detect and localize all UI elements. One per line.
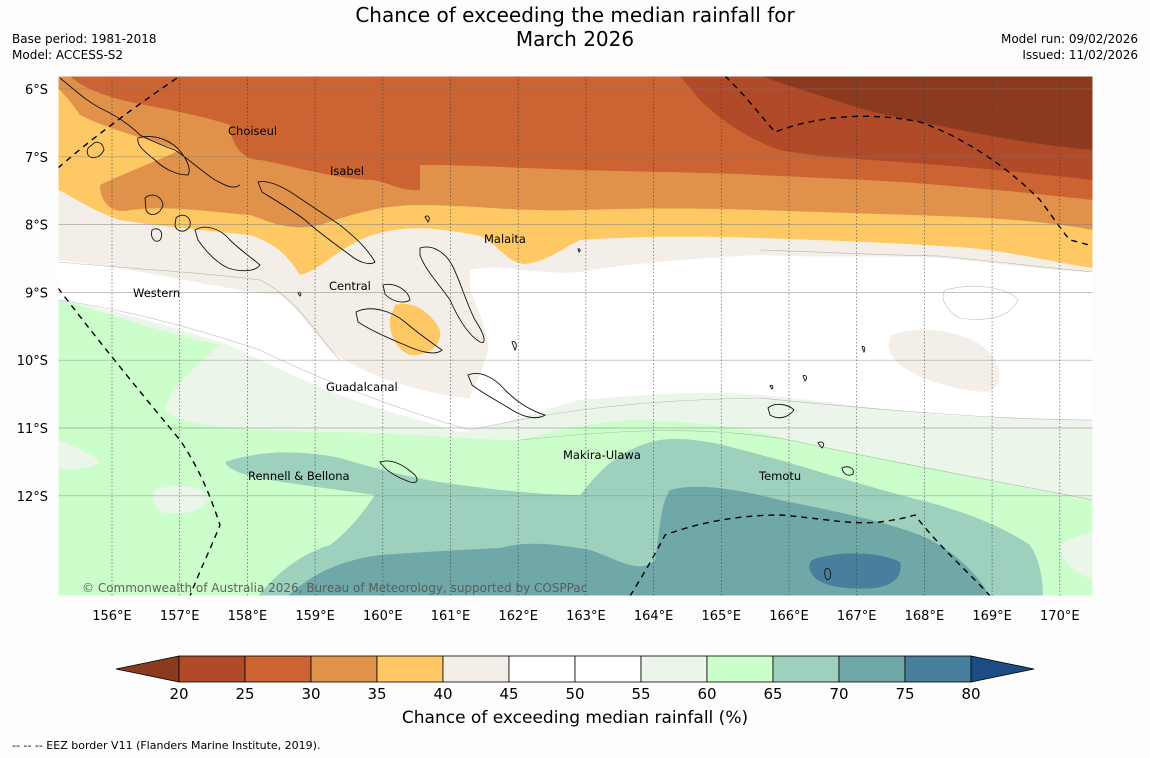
label-central: Central (329, 279, 371, 293)
gridlines (58, 76, 1093, 596)
label-makira-ulawa: Makira-Ulawa (563, 448, 641, 462)
label-isabel: Isabel (330, 164, 364, 178)
map-title: Chance of exceeding the median rainfall … (0, 3, 1150, 51)
lat-tick-label: 12°S (17, 490, 48, 505)
label-rennell-bellona: Rennell & Bellona (248, 469, 350, 483)
colorbar-segment (574, 655, 642, 683)
band-35-40-patch (389, 303, 441, 356)
title-line-1: Chance of exceeding the median rainfall … (355, 3, 795, 27)
label-malaita: Malaita (484, 232, 526, 246)
lon-tick-label: 163°E (566, 609, 606, 624)
colorbar-segment (904, 655, 972, 683)
colorbar-segment (772, 655, 840, 683)
issued-date: Issued: 11/02/2026 (1022, 48, 1138, 62)
lat-tick-label: 6°S (25, 83, 48, 98)
model-name: Model: ACCESS-S2 (12, 48, 124, 62)
lat-tick-label: 9°S (25, 286, 48, 301)
band-45-50-east (888, 329, 1000, 392)
colorbar-tick-label: 80 (961, 685, 980, 703)
lon-tick-label: 158°E (228, 609, 268, 624)
model-run: Model run: 09/02/2026 (1000, 32, 1138, 46)
colorbar-segment (706, 655, 774, 683)
lon-tick-label: 165°E (702, 609, 742, 624)
colorbar-tick-label: 65 (763, 685, 782, 703)
colorbar-label: Chance of exceeding median rainfall (%) (401, 708, 749, 728)
colorbar-low-extend (115, 655, 180, 683)
eez-footnote: -- -- -- EEZ border V11 (Flanders Marine… (12, 739, 321, 752)
colorbar-tick-label: 45 (499, 685, 518, 703)
meta-left: Base period: 1981-2018 Model: ACCESS-S2 (12, 31, 157, 63)
colorbar-tick-label: 60 (697, 685, 716, 703)
colorbar-segment (310, 655, 378, 683)
colorbar-tick-label: 70 (829, 685, 848, 703)
band-55-60-patch-3 (1060, 532, 1093, 580)
meta-right: Model run: 09/02/2026 Issued: 11/02/2026 (1001, 31, 1138, 63)
lon-tick-label: 156°E (92, 609, 132, 624)
longitude-labels: 156°E 157°E 158°E 159°E 160°E 161°E 162°E 163°E… (92, 609, 1079, 624)
label-western: Western (133, 286, 180, 300)
colorbar-tick-label: 25 (235, 685, 254, 703)
band-55-60-patch (58, 440, 100, 470)
colorbar-high-extend (970, 655, 1035, 683)
band-75-80 (809, 553, 901, 589)
colorbar-segment (178, 655, 246, 683)
rainfall-map (58, 76, 1093, 596)
province-labels: Choiseul Isabel Malaita Western Central … (133, 124, 801, 483)
lon-tick-label: 166°E (769, 609, 809, 624)
colorbar-tick-label: 30 (301, 685, 320, 703)
band-lt-20 (760, 76, 1093, 150)
lon-tick-label: 169°E (972, 609, 1012, 624)
title-line-2: March 2026 (515, 27, 635, 51)
lon-tick-label: 168°E (905, 609, 945, 624)
colorbar-tick-label: 40 (433, 685, 452, 703)
lat-tick-label: 7°S (25, 151, 48, 166)
lat-tick-label: 8°S (25, 219, 48, 234)
colorbar-segment (244, 655, 312, 683)
lon-tick-label: 159°E (295, 609, 335, 624)
label-temotu: Temotu (758, 469, 801, 483)
label-guadalcanal: Guadalcanal (326, 380, 398, 394)
colorbar-segment (838, 655, 906, 683)
lon-tick-label: 161°E (431, 609, 471, 624)
colorbar-tick-label: 50 (565, 685, 584, 703)
copyright-notice: © Commonwealth of Australia 2026, Bureau… (82, 581, 587, 595)
base-period: Base period: 1981-2018 (12, 32, 157, 46)
lat-tick-label: 10°S (17, 354, 48, 369)
eez-border (58, 76, 1093, 596)
colorbar-tick-label: 20 (169, 685, 188, 703)
lon-tick-label: 157°E (160, 609, 200, 624)
lon-tick-label: 162°E (498, 609, 538, 624)
colorbar-segment (640, 655, 708, 683)
lon-tick-label: 164°E (634, 609, 674, 624)
contour-lines (58, 249, 1093, 501)
latitude-labels: 6°S 7°S 8°S 9°S 10°S 11°S 12°S (17, 83, 48, 505)
coastlines (59, 77, 866, 581)
colorbar-segment (508, 655, 576, 683)
label-choiseul: Choiseul (228, 124, 277, 138)
colorbar: 20 25 30 35 40 45 50 55 60 65 70 75 80 (115, 655, 1035, 703)
lon-tick-label: 167°E (837, 609, 877, 624)
map-frame (57, 75, 1094, 597)
band-55-60-patch-2 (152, 485, 210, 514)
colorbar-tick-label: 75 (895, 685, 914, 703)
lon-tick-label: 170°E (1040, 609, 1080, 624)
lon-tick-label: 160°E (363, 609, 403, 624)
colorbar-segment (442, 655, 510, 683)
colorbar-tick-label: 35 (367, 685, 386, 703)
lat-tick-label: 11°S (17, 422, 48, 437)
colorbar-segment (376, 655, 444, 683)
colorbar-tick-label: 55 (631, 685, 650, 703)
